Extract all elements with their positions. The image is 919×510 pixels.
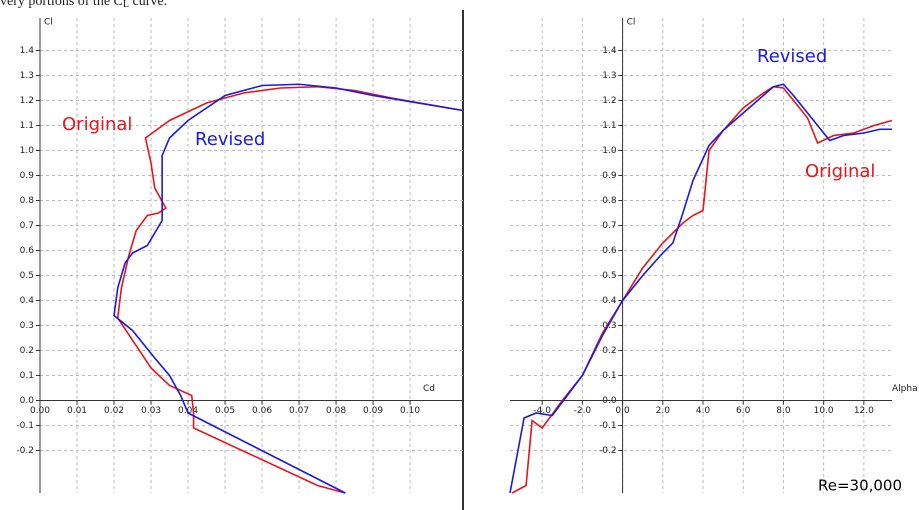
x-tick-label: 0.10 (400, 406, 420, 416)
y-tick-label: 1.4 (20, 46, 35, 56)
x-tick-label: 0.05 (215, 406, 235, 416)
y-tick-label: 1.4 (602, 46, 617, 56)
caption-sub: L (123, 0, 129, 10)
x-tick-label: 0.09 (363, 406, 383, 416)
series-label: Revised (757, 46, 827, 67)
y-tick-label: 0.4 (602, 296, 617, 306)
y-tick-label: 0.6 (602, 246, 617, 256)
x-tick-label: 4.0 (696, 406, 711, 416)
y-tick-label: 0.7 (20, 221, 34, 231)
y-tick-label: 1.3 (602, 71, 616, 81)
caption-text: very portions of the C (0, 0, 123, 9)
y-tick-label: 1.0 (20, 146, 35, 156)
y-tick-label: 0.3 (602, 321, 616, 331)
y-tick-label: 0.5 (20, 271, 34, 281)
x-tick-label: 2.0 (656, 406, 671, 416)
series-line (113, 83, 464, 494)
y-tick-label: -0.1 (599, 421, 617, 431)
x-tick-label: 6.0 (736, 406, 751, 416)
caption-text: curve. (129, 0, 167, 9)
y-tick-label: 0.1 (602, 371, 616, 381)
x-tick-label: -2.0 (574, 406, 592, 416)
series-label: Revised (195, 129, 265, 150)
x-tick-label: 0.07 (289, 406, 309, 416)
x-axis-label: Cd (423, 384, 435, 394)
x-tick-label: 10.0 (814, 406, 834, 416)
x-tick-label: 0.02 (104, 406, 124, 416)
series-line (511, 85, 893, 494)
y-tick-label: 0.8 (602, 196, 617, 206)
x-tick-label: 0.06 (252, 406, 272, 416)
series-label: Original (805, 161, 875, 182)
y-tick-label: 1.1 (20, 121, 34, 131)
y-tick-label: -0.2 (16, 446, 34, 456)
x-tick-label: -4.0 (533, 406, 551, 416)
x-tick-label: 0.03 (141, 406, 161, 416)
x-tick-label: 0.04 (178, 406, 198, 416)
y-tick-label: 1.3 (20, 71, 34, 81)
y-tick-label: 0.8 (20, 196, 35, 206)
x-tick-label: 12.0 (854, 406, 874, 416)
y-axis-label: Cl (627, 18, 636, 28)
x-axis-label: Alpha (892, 384, 918, 394)
series-label: Original (62, 114, 132, 135)
y-tick-label: 0.9 (20, 171, 35, 181)
series-line (509, 83, 892, 494)
y-tick-label: 1.0 (602, 146, 617, 156)
y-axis-label: Cl (44, 18, 53, 28)
x-tick-label: 0.01 (67, 406, 87, 416)
y-tick-label: 0.4 (20, 296, 35, 306)
y-tick-label: 1.2 (602, 96, 616, 106)
y-tick-label: 0.2 (602, 346, 616, 356)
y-tick-label: 0.3 (20, 321, 34, 331)
y-tick-label: 0.2 (20, 346, 34, 356)
series-line (116, 85, 464, 494)
y-tick-label: 0.0 (20, 396, 35, 406)
y-tick-label: 0.6 (20, 246, 35, 256)
y-tick-label: 1.1 (602, 121, 616, 131)
y-tick-label: -0.2 (599, 446, 617, 456)
x-tick-label: 8.0 (776, 406, 791, 416)
y-tick-label: 0.7 (602, 221, 616, 231)
y-tick-label: 1.2 (20, 96, 34, 106)
caption: very portions of the CL curve. (0, 0, 167, 10)
y-tick-label: -0.1 (16, 421, 34, 431)
y-tick-label: 0.5 (602, 271, 616, 281)
x-tick-label: 0.08 (326, 406, 346, 416)
y-tick-label: 0.1 (20, 371, 34, 381)
note: Re=30,000 (818, 477, 902, 495)
y-tick-label: 0.9 (602, 171, 617, 181)
